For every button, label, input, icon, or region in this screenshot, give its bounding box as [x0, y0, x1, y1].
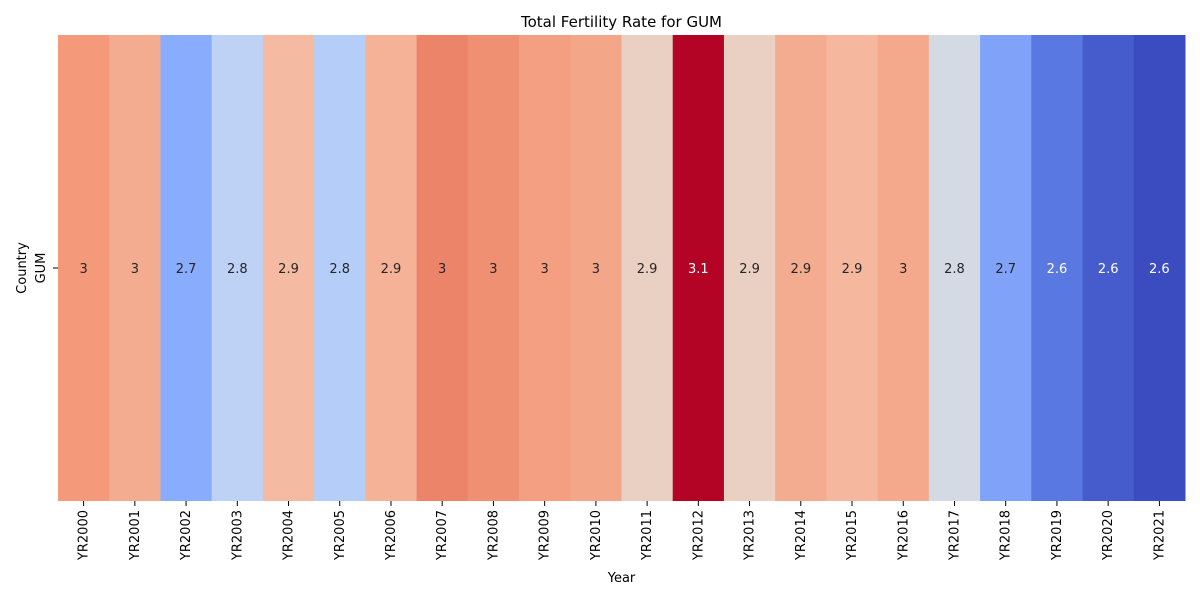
cell-annotation-yr2020: 2.6 — [1098, 262, 1119, 277]
x-tick-label: YR2008 — [486, 510, 501, 561]
cell-annotations: 3 3 2.7 2.8 2.9 2.8 2.9 3 3 3 3 2.9 3.1 2.9 2.9 2.9 3 2.8… — [79, 262, 1169, 277]
x-tick-label: YR2012 — [691, 510, 706, 561]
cell-annotation-yr2006: 2.9 — [381, 262, 402, 277]
x-axis: YR2000 YR2001 YR2002 YR2003 YR2004 YR2005 YR20… — [77, 501, 1167, 561]
y-tick-label: GUM — [34, 253, 49, 284]
heatmap-cell-yr2000 — [58, 35, 110, 501]
cell-annotation-yr2008: 3 — [489, 262, 497, 277]
x-tick-label: YR2005 — [333, 510, 348, 561]
cell-annotation-yr2003: 2.8 — [227, 262, 248, 277]
heatmap-cell-yr2019 — [1031, 35, 1084, 501]
heatmap-cells — [58, 35, 1186, 501]
cell-annotation-yr2011: 2.9 — [637, 262, 658, 277]
heatmap-cell-yr2021 — [1133, 35, 1186, 501]
heatmap-cell-yr2014 — [775, 35, 827, 501]
heatmap-cell-yr2013 — [723, 35, 776, 501]
heatmap-cell-yr2007 — [416, 35, 469, 501]
cell-annotation-yr2010: 3 — [592, 262, 600, 277]
heatmap-cell-yr2017 — [928, 35, 981, 501]
cell-annotation-yr2018: 2.7 — [995, 262, 1016, 277]
heatmap-cell-yr2018 — [980, 35, 1032, 501]
x-tick-label: YR2017 — [947, 510, 962, 561]
heatmap-cell-yr2004 — [262, 35, 315, 501]
x-tick-label: YR2019 — [1050, 510, 1065, 561]
y-axis: GUM — [34, 253, 58, 284]
x-tick-label: YR2018 — [999, 510, 1014, 561]
cell-annotation-yr2014: 2.9 — [790, 262, 811, 277]
heatmap-cell-yr2002 — [160, 35, 213, 501]
x-tick-label: YR2014 — [794, 510, 809, 561]
cell-annotation-yr2016: 3 — [899, 262, 907, 277]
x-tick-label: YR2000 — [77, 510, 92, 561]
heatmap-cell-yr2011 — [621, 35, 674, 501]
cell-annotation-yr2000: 3 — [79, 262, 87, 277]
heatmap-cell-yr2009 — [519, 35, 571, 501]
heatmap-cell-yr2003 — [211, 35, 264, 501]
x-tick-label: YR2006 — [384, 510, 399, 561]
cell-annotation-yr2004: 2.9 — [278, 262, 299, 277]
heatmap-cell-yr2012 — [672, 35, 725, 501]
x-tick-label: YR2002 — [179, 510, 194, 561]
heatmap-cell-yr2015 — [826, 35, 879, 501]
cell-annotation-yr2002: 2.7 — [176, 262, 197, 277]
x-tick-label: YR2013 — [743, 510, 758, 561]
cell-annotation-yr2019: 2.6 — [1047, 262, 1068, 277]
x-tick-label: YR2007 — [435, 510, 450, 561]
heatmap-cell-yr2006 — [365, 35, 418, 501]
cell-annotation-yr2021: 2.6 — [1149, 262, 1170, 277]
cell-annotation-yr2013: 2.9 — [739, 262, 760, 277]
heatmap-cell-yr2016 — [877, 35, 930, 501]
x-tick-label: YR2003 — [230, 510, 245, 561]
heatmap-cell-yr2005 — [314, 35, 366, 501]
heatmap-cell-yr2001 — [109, 35, 161, 501]
x-tick-label: YR2021 — [1152, 510, 1167, 561]
cell-annotation-yr2015: 2.9 — [842, 262, 863, 277]
cell-annotation-yr2005: 2.8 — [329, 262, 350, 277]
x-tick-label: YR2001 — [128, 510, 143, 561]
cell-annotation-yr2017: 2.8 — [944, 262, 965, 277]
x-tick-label: YR2009 — [538, 510, 553, 561]
x-tick-label: YR2016 — [896, 510, 911, 561]
x-tick-label: YR2020 — [1101, 510, 1116, 561]
x-tick-label: YR2010 — [589, 510, 604, 561]
x-tick-label: YR2015 — [845, 510, 860, 561]
cell-annotation-yr2012: 3.1 — [688, 262, 709, 277]
cell-annotation-yr2001: 3 — [131, 262, 139, 277]
heatmap-cell-yr2010 — [570, 35, 622, 501]
x-axis-label: Year — [607, 571, 636, 586]
x-tick-label: YR2004 — [282, 510, 297, 561]
chart-title: Total Fertility Rate for GUM — [520, 13, 722, 31]
y-axis-label: Country — [15, 242, 30, 294]
cell-annotation-yr2007: 3 — [438, 262, 446, 277]
heatmap-cell-yr2020 — [1082, 35, 1135, 501]
cell-annotation-yr2009: 3 — [541, 262, 549, 277]
heatmap-cell-yr2008 — [467, 35, 520, 501]
x-tick-label: YR2011 — [640, 510, 655, 561]
